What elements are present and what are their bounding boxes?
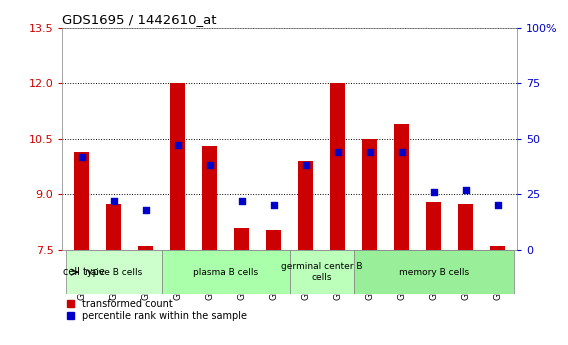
Bar [362,139,377,250]
Point [237,198,246,204]
Bar [266,229,281,250]
Point [365,149,374,155]
Bar [74,152,89,250]
Bar [170,83,185,250]
FancyBboxPatch shape [290,250,354,294]
Bar [491,246,505,250]
Bar [139,246,153,250]
Text: germinal center B
cells: germinal center B cells [281,263,362,282]
Point [429,189,438,195]
Point [333,149,343,155]
Point [301,163,310,168]
Text: cell type: cell type [63,267,105,277]
Point [493,203,502,208]
Text: memory B cells: memory B cells [399,268,469,277]
FancyBboxPatch shape [162,250,290,294]
Bar [298,161,313,250]
Bar [427,202,441,250]
Bar [458,204,473,250]
Point [77,154,86,159]
Point [461,187,470,193]
Bar [202,146,217,250]
Point [205,163,214,168]
FancyBboxPatch shape [66,250,162,294]
Legend: transformed count, percentile rank within the sample: transformed count, percentile rank withi… [68,299,247,321]
Point [109,198,118,204]
Point [141,207,150,213]
Bar [235,228,249,250]
Bar [395,124,409,250]
Text: naive B cells: naive B cells [85,268,143,277]
Text: plasma B cells: plasma B cells [193,268,258,277]
Text: GDS1695 / 1442610_at: GDS1695 / 1442610_at [62,13,217,27]
Bar [106,204,121,250]
Point [397,149,406,155]
Point [269,203,278,208]
Bar [331,83,345,250]
FancyBboxPatch shape [354,250,513,294]
Point [173,143,182,148]
